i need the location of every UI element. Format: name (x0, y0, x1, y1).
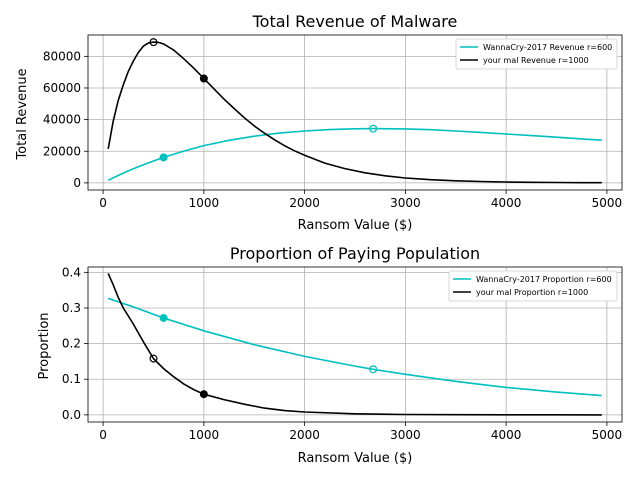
x-tick-label: 5000 (592, 196, 623, 210)
y-tick-label: 0.0 (62, 408, 81, 422)
revenue-chart-panel: Total Revenue of Malware Ransom Value ($… (15, 12, 623, 233)
y-axis-label: Total Revenue (15, 68, 30, 160)
y-tick-label: 80000 (43, 49, 81, 63)
marker-open (369, 124, 378, 133)
x-tick-label: 4000 (491, 428, 522, 442)
axes-frame (87, 266, 623, 423)
series-line-0 (107, 127, 602, 182)
x-tick-label: 4000 (491, 196, 522, 210)
chart-title: Proportion of Paying Population (230, 244, 480, 263)
series-line-1 (107, 41, 602, 184)
y-tick-label: 0.4 (62, 265, 81, 279)
axes-frame (87, 34, 623, 191)
y-tick-label: 0 (73, 176, 81, 190)
legend-entry: your mal Proportion r=1000 (476, 288, 588, 297)
y-tick-label: 40000 (43, 113, 81, 127)
marker-filled (159, 313, 168, 322)
proportion-chart-panel: Proportion of Paying Population Ransom V… (37, 244, 623, 466)
y-tick-label: 0.2 (62, 337, 81, 351)
y-tick-label: 20000 (43, 144, 81, 158)
marker-filled (199, 74, 208, 83)
x-tick-label: 2000 (289, 196, 320, 210)
legend: WannaCry-2017 Revenue r=600 your mal Reve… (455, 38, 618, 70)
marker-open (149, 354, 158, 363)
x-tick-label: 3000 (390, 196, 421, 210)
x-axis-label: Ransom Value ($) (298, 451, 413, 466)
y-axis-label: Proportion (37, 312, 52, 379)
x-axis-label: Ransom Value ($) (298, 218, 413, 233)
y-tick-label: 0.3 (62, 301, 81, 315)
x-tick-label: 5000 (592, 428, 623, 442)
legend: WannaCry-2017 Proportion r=600 your mal P… (448, 270, 618, 302)
y-tick-label: 60000 (43, 81, 81, 95)
marker-filled (199, 390, 208, 399)
x-tick-label: 2000 (289, 428, 320, 442)
marker-filled (159, 153, 168, 162)
legend-entry: WannaCry-2017 Proportion r=600 (476, 275, 612, 284)
y-tick-label: 0.1 (62, 372, 81, 386)
x-tick-label: 1000 (189, 196, 220, 210)
marker-open (369, 365, 378, 374)
marker-open (149, 38, 158, 47)
x-tick-label: 0 (99, 196, 107, 210)
legend-entry: your mal Revenue r=1000 (483, 56, 589, 65)
x-tick-label: 1000 (189, 428, 220, 442)
legend-box (455, 38, 618, 70)
x-tick-label: 3000 (390, 428, 421, 442)
legend-box (448, 270, 618, 302)
chart-title: Total Revenue of Malware (252, 12, 458, 31)
x-tick-label: 0 (99, 428, 107, 442)
legend-entry: WannaCry-2017 Revenue r=600 (483, 43, 612, 52)
